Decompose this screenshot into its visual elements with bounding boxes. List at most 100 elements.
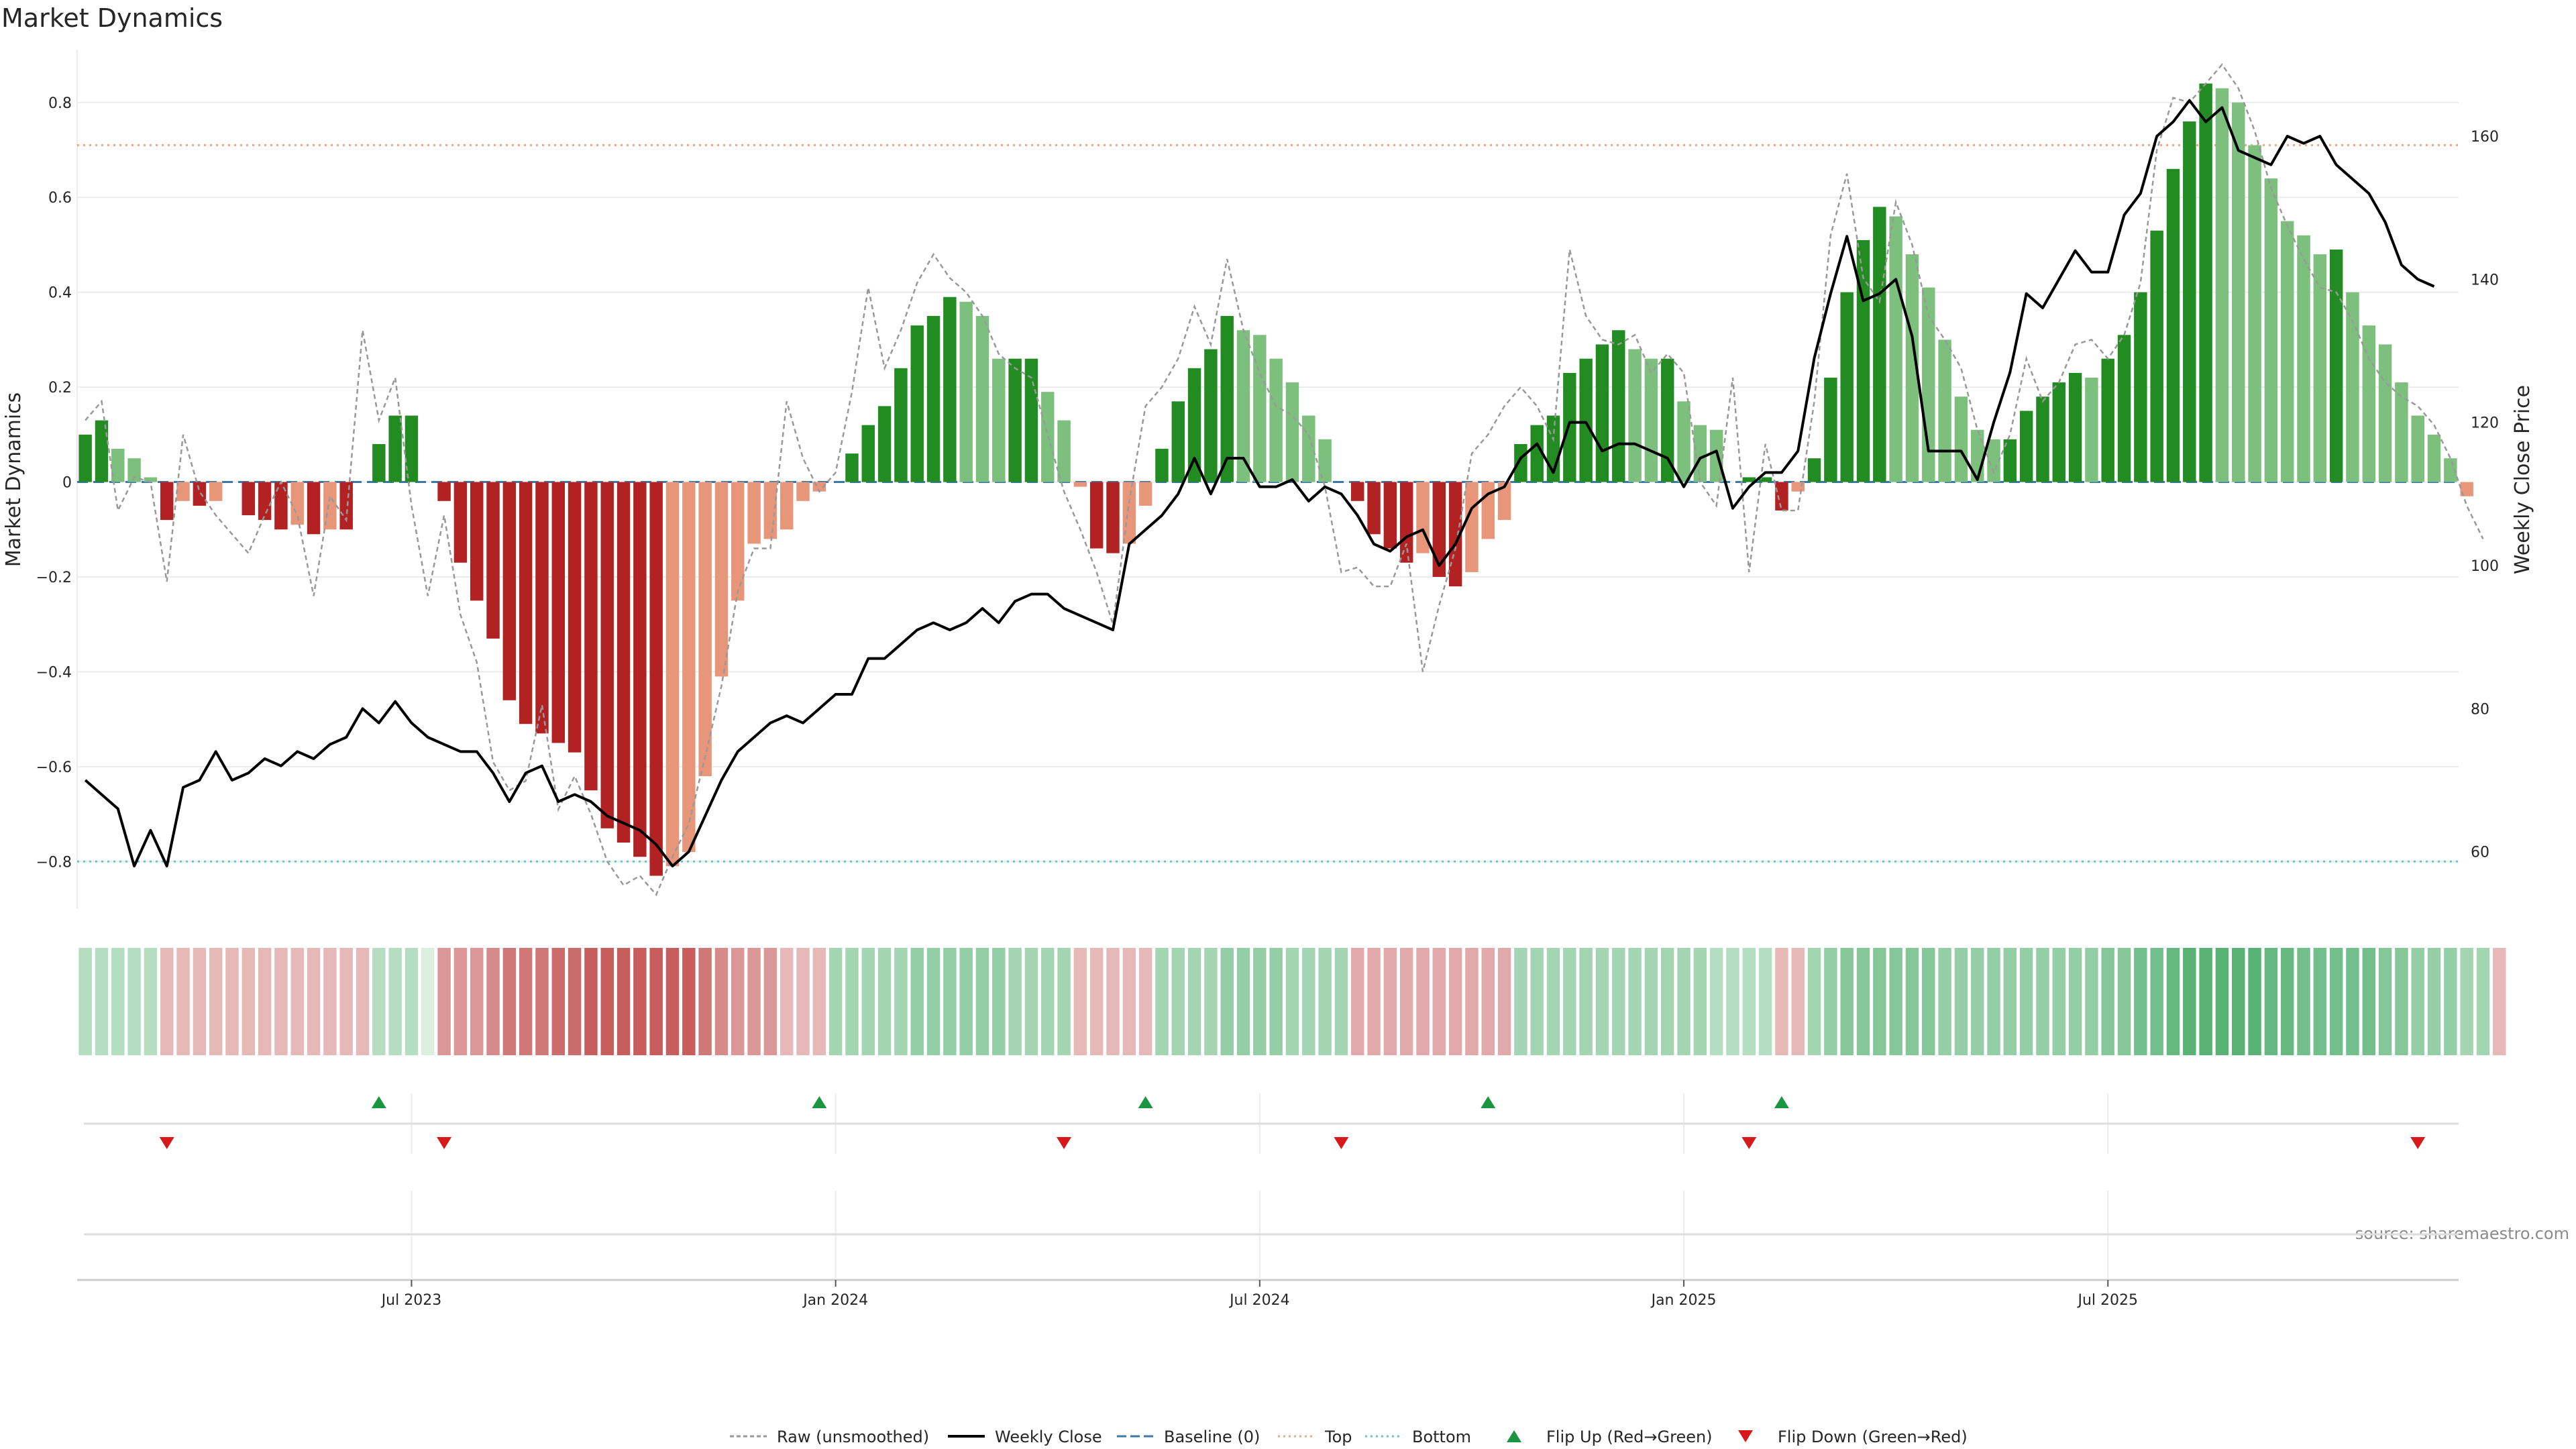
heat-cell [2411,948,2424,1055]
momentum-bar [1155,449,1169,482]
momentum-bar [193,482,207,506]
heat-cell [926,948,941,1055]
heat-cell [1334,948,1348,1055]
heat-cell [1204,948,1218,1055]
right-tick-label: 120 [2471,415,2499,432]
momentum-bar [1399,482,1413,563]
momentum-bar [1530,425,1544,482]
heat-cell [1155,948,1169,1055]
heat-cell [1546,948,1560,1055]
momentum-bar [176,482,190,501]
heat-cell [861,948,875,1055]
heat-cell [2134,948,2147,1055]
momentum-bar [747,482,761,544]
heat-cell [1497,948,1511,1055]
heat-cell [193,948,207,1055]
momentum-bar [943,297,957,482]
x-tick-label: Jan 2024 [802,1292,868,1309]
heat-cell [2215,948,2229,1055]
heat-cell [453,948,468,1055]
heat-cell [1660,948,1674,1055]
momentum-bar [1775,482,1788,511]
left-tick-label: 0.6 [48,190,72,207]
heat-cell [780,948,794,1055]
heat-cell [1514,948,1527,1055]
heat-cell [1351,948,1364,1055]
momentum-bar [1269,358,1283,482]
heat-cell [258,948,272,1055]
heat-cell [796,948,810,1055]
heat-cell [894,948,908,1055]
heat-cell [845,948,859,1055]
heat-cell [323,948,337,1055]
momentum-bar [992,358,1006,482]
flip-markers [84,1093,2459,1154]
momentum-bar [2036,396,2049,482]
momentum-bar [2427,434,2441,482]
heat-cell [910,948,924,1055]
right-tick-label: 100 [2471,558,2499,575]
heat-cell [812,948,826,1055]
momentum-bar [453,482,468,563]
heat-cell [1416,948,1430,1055]
flip-down-marker [1334,1137,1349,1149]
heat-cell [992,948,1006,1055]
heat-cell [2232,948,2245,1055]
heat-cell [1840,948,1854,1055]
heat-cell [1318,948,1332,1055]
momentum-bar [877,406,892,482]
heat-cell [160,948,174,1055]
heat-cell [1938,948,1951,1055]
momentum-bar [1954,396,1968,482]
flip-up-marker [1481,1096,1496,1108]
momentum-bar [2378,344,2392,482]
heat-cell [551,948,566,1055]
momentum-bar [910,325,924,482]
heat-cell [1285,948,1299,1055]
momentum-bar [1660,358,1674,482]
heat-cell [2248,948,2261,1055]
momentum-bar [1285,382,1299,482]
momentum-bar [568,482,582,753]
heat-cell [2346,948,2359,1055]
momentum-bar [111,449,125,482]
heat-cell [2264,948,2278,1055]
heat-cell [1628,948,1642,1055]
momentum-bar [437,482,451,501]
heat-cell [372,948,386,1055]
heat-cell [2280,948,2294,1055]
momentum-bar [2052,382,2066,482]
momentum-bar [1351,482,1364,501]
momentum-bar [861,425,875,482]
momentum-bar [975,316,989,482]
momentum-bar [2085,377,2098,482]
heat-cell [1253,948,1267,1055]
heat-cell [1873,948,1886,1055]
momentum-bar [1514,443,1527,482]
heat-cell [2036,948,2049,1055]
momentum-bar [1889,216,1902,482]
momentum-bar [682,482,696,853]
heat-cell [1383,948,1397,1055]
heat-cell [1041,948,1055,1055]
heat-cell [2329,948,2343,1055]
momentum-bar [486,482,500,639]
heat-cell [943,948,957,1055]
heat-cell [1563,948,1576,1055]
momentum-bar [1073,482,1087,487]
heat-cell [568,948,582,1055]
right-axis-ticks: 160 140 120 100 80 60 [2471,129,2499,861]
momentum-bar [95,420,109,482]
heat-cell [144,948,158,1055]
heat-cell [290,948,304,1055]
heat-cell [1122,948,1136,1055]
heat-cell [2476,948,2490,1055]
heat-cell [1807,948,1821,1055]
heat-cell [1220,948,1234,1055]
momentum-bars [78,83,2473,876]
momentum-bar [633,482,647,857]
heat-cell [1073,948,1087,1055]
heat-cell [78,948,92,1055]
heat-cell [1693,948,1707,1055]
heat-strip [78,948,2506,1055]
